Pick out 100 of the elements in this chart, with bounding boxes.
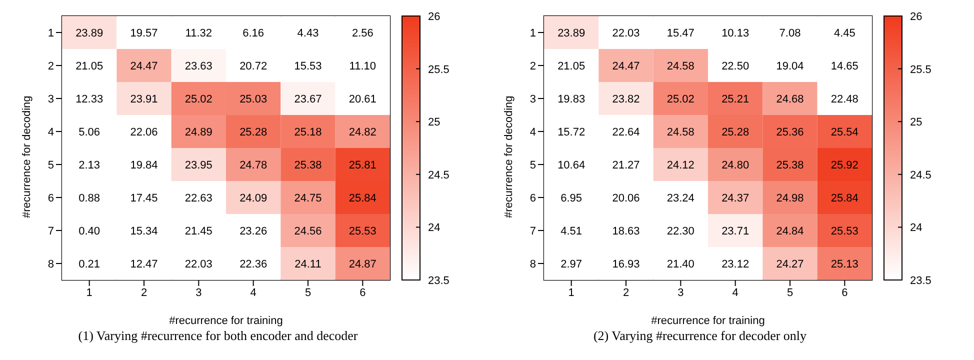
data-label: 22.36	[240, 258, 268, 270]
data-label: 10.64	[558, 160, 586, 172]
data-label: 15.72	[558, 126, 586, 138]
data-label: 25.53	[830, 226, 858, 238]
data-label: 21.45	[184, 226, 212, 238]
x-axis-title: #recurrence for training	[169, 315, 283, 327]
data-label: 22.03	[612, 28, 640, 40]
data-label: 16.93	[612, 258, 640, 270]
data-label: 4.51	[560, 226, 582, 238]
y-tick-label: 6	[530, 192, 536, 204]
data-label: 2.56	[352, 28, 374, 40]
color-bar-label: 25.5	[428, 64, 450, 76]
data-label: 15.47	[666, 28, 694, 40]
data-label: 25.84	[348, 192, 376, 204]
y-tick-label: 3	[530, 93, 536, 106]
data-label: 22.06	[130, 126, 158, 138]
data-label: 2.13	[78, 160, 100, 172]
color-bar-label: 24	[428, 222, 440, 234]
data-label: 25.92	[830, 160, 858, 172]
data-label: 20.06	[612, 192, 640, 204]
data-label: 0.21	[78, 258, 100, 270]
x-tick-label: 3	[678, 286, 684, 299]
data-label: 25.02	[184, 94, 212, 106]
data-label: 11.32	[185, 28, 212, 40]
data-label: 19.57	[130, 28, 158, 40]
data-label: 24.58	[666, 126, 694, 138]
data-label: 25.03	[240, 94, 268, 106]
data-label: 21.40	[666, 258, 694, 270]
x-tick-label: 6	[842, 286, 848, 299]
data-label: 25.38	[776, 160, 804, 172]
y-tick-label: 5	[48, 159, 54, 172]
color-bar-label: 26	[910, 11, 922, 23]
data-label: 24.11	[294, 258, 322, 270]
data-label: 19.04	[776, 60, 804, 72]
data-label: 23.12	[722, 258, 750, 270]
data-label: 10.13	[722, 28, 750, 40]
data-label: 25.36	[776, 126, 804, 138]
data-label: 22.64	[612, 126, 640, 138]
data-label: 0.88	[78, 192, 100, 204]
data-label: 6.95	[560, 192, 582, 204]
x-tick-label: 6	[360, 286, 366, 299]
data-label: 23.67	[294, 94, 322, 106]
data-label: 14.65	[830, 60, 858, 72]
data-label: 22.50	[722, 60, 750, 72]
color-bar-label: 26	[428, 11, 440, 23]
y-tick-label: 3	[48, 93, 54, 106]
data-label: 24.47	[612, 60, 640, 72]
data-label: 25.81	[348, 160, 376, 172]
data-label: 25.28	[722, 126, 750, 138]
x-tick-label: 1	[86, 286, 92, 299]
data-label: 25.13	[830, 258, 858, 270]
y-axis-title: #recurrence for decoding	[20, 96, 33, 218]
y-tick-label: 4	[48, 126, 54, 138]
data-label: 22.03	[184, 258, 212, 270]
data-label: 21.05	[76, 60, 104, 72]
data-label: 24.87	[348, 258, 376, 270]
data-label: 12.33	[76, 94, 104, 106]
color-bar-label: 25	[910, 116, 922, 129]
data-label: 23.26	[240, 226, 268, 238]
data-label: 20.72	[240, 60, 268, 72]
data-label: 19.84	[130, 160, 158, 172]
data-label: 25.53	[348, 226, 376, 238]
y-tick-label: 2	[48, 60, 54, 72]
y-tick-label: 4	[530, 126, 536, 138]
data-label: 24.12	[666, 160, 694, 172]
data-label: 23.24	[666, 192, 694, 204]
data-label: 24.56	[294, 226, 322, 238]
text: (1) Varying #recurrence for both encoder and decoder	[77, 328, 359, 344]
data-label: 22.30	[666, 226, 694, 238]
color-bar-label: 25.5	[910, 64, 932, 76]
data-label: 6.16	[242, 28, 264, 40]
y-axis-title: #recurrence for decoding	[502, 96, 515, 218]
data-label: 23.95	[184, 160, 212, 172]
x-tick-label: 4	[250, 286, 256, 299]
data-label: 24.27	[776, 258, 804, 270]
data-label: 5.06	[78, 126, 100, 138]
color-bar-label: 23.5	[910, 275, 932, 287]
data-label: 25.38	[294, 160, 322, 172]
data-label: 24.78	[240, 160, 268, 172]
y-tick-label: 7	[530, 225, 536, 238]
data-label: 12.47	[130, 258, 158, 270]
color-bar-label: 24	[910, 222, 922, 234]
data-label: 23.71	[722, 226, 750, 238]
y-tick-label: 6	[48, 192, 54, 204]
data-label: 24.58	[666, 60, 694, 72]
data-label: 22.48	[830, 94, 858, 106]
x-tick-label: 2	[140, 286, 148, 299]
color-bar-label: 25	[428, 116, 440, 129]
data-label: 19.83	[558, 94, 586, 106]
data-label: 24.47	[130, 60, 158, 72]
data-label: 23.89	[76, 28, 104, 40]
data-label: 25.28	[240, 126, 268, 138]
data-label: 2.97	[560, 258, 582, 270]
y-tick-label: 7	[48, 225, 54, 238]
y-tick-label: 5	[530, 159, 536, 172]
data-label: 23.91	[130, 94, 158, 106]
data-label: 23.82	[612, 94, 640, 106]
x-tick-label: 5	[304, 286, 312, 299]
data-label: 15.34	[130, 226, 158, 238]
y-tick-label: 8	[530, 258, 536, 270]
